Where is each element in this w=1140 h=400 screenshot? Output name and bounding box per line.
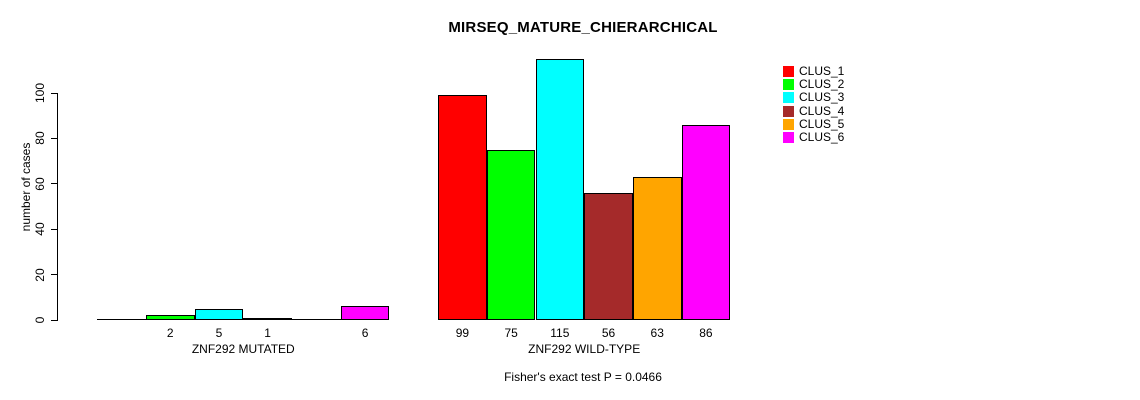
legend-swatch-clus-5: [783, 118, 794, 130]
y-tick-label-80: 80: [33, 131, 47, 146]
y-tick-label-0: 0: [33, 316, 47, 324]
legend-label-clus-6: CLUS_6: [799, 130, 845, 144]
bar-clus-4-znf292-mutated: [243, 317, 292, 320]
y-tick-40: [51, 228, 58, 230]
legend-label-clus-3: CLUS_3: [799, 90, 845, 105]
bar-count-clus-3-znf292-mutated: 5: [215, 326, 223, 340]
bar-count-clus-4-znf292-wild-type: 56: [601, 326, 616, 340]
legend-label-clus-1: CLUS_1: [799, 64, 845, 78]
group-label-znf292-wild-type: ZNF292 WILD-TYPE: [528, 342, 641, 356]
y-tick-20: [51, 274, 58, 276]
bar-clus-2-znf292-mutated: [145, 315, 195, 320]
legend-swatch-clus-2: [783, 79, 794, 91]
bar-clus-6-znf292-mutated: [340, 306, 390, 320]
chart-title: MIRSEQ_MATURE_CHIERARCHICAL: [448, 19, 718, 36]
bar-count-clus-6-znf292-wild-type: 86: [699, 326, 713, 340]
bar-clus-1-znf292-mutated-zero: [97, 319, 146, 320]
legend-swatch-clus-1: [783, 66, 794, 77]
bar-count-clus-1-znf292-wild-type: 99: [455, 326, 470, 340]
bar-clus-5-znf292-wild-type: [632, 176, 682, 320]
bar-count-clus-2-znf292-wild-type: 75: [504, 326, 518, 340]
bar-clus-2-znf292-wild-type: [486, 149, 536, 320]
bar-clus-1-znf292-wild-type: [438, 95, 487, 320]
bar-count-clus-4-znf292-mutated: 1: [264, 326, 271, 340]
y-axis-label: number of cases: [19, 142, 33, 232]
group-label-znf292-mutated: ZNF292 MUTATED: [191, 342, 295, 356]
annotation-fisher-test: Fisher's exact test P = 0.0466: [504, 370, 662, 384]
bar-count-clus-3-znf292-wild-type: 115: [550, 326, 570, 340]
bar-count-clus-2-znf292-mutated: 2: [166, 326, 174, 340]
bar-clus-3-znf292-mutated: [194, 308, 244, 320]
y-tick-80: [51, 137, 58, 139]
bar-clus-6-znf292-wild-type: [681, 124, 731, 320]
bar-clus-3-znf292-wild-type: [535, 58, 585, 320]
bar-count-clus-6-znf292-mutated: 6: [361, 326, 369, 340]
y-axis-line: [57, 93, 58, 320]
y-tick-100: [51, 92, 58, 94]
bar-clus-4-znf292-wild-type: [584, 192, 633, 320]
y-tick-60: [51, 183, 58, 185]
legend-label-clus-2: CLUS_2: [799, 77, 845, 92]
legend-swatch-clus-3: [783, 92, 794, 104]
bar-count-clus-5-znf292-wild-type: 63: [650, 326, 664, 340]
legend-swatch-clus-6: [783, 132, 794, 143]
y-tick-label-100: 100: [33, 82, 47, 104]
y-tick-label-60: 60: [33, 177, 47, 191]
y-tick-0: [51, 319, 58, 321]
legend-label-clus-5: CLUS_5: [799, 116, 845, 131]
legend-label-clus-4: CLUS_4: [799, 103, 845, 118]
y-tick-label-20: 20: [33, 267, 47, 282]
bar-clus-5-znf292-mutated-zero: [292, 319, 341, 320]
y-tick-label-40: 40: [33, 222, 47, 236]
legend-swatch-clus-4: [783, 105, 794, 117]
